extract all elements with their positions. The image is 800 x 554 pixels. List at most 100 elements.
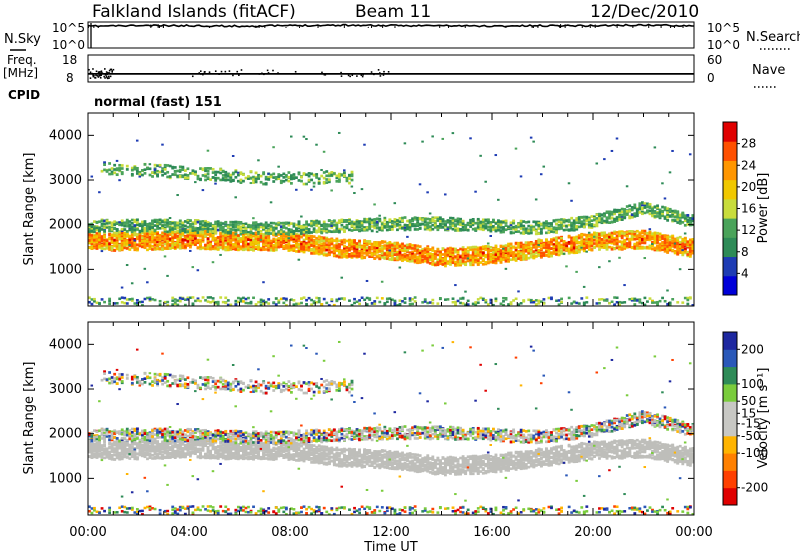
power-cell <box>411 224 415 228</box>
power-cell <box>575 218 579 222</box>
power-cell <box>322 229 326 233</box>
power-cell <box>335 225 339 229</box>
power-cell <box>206 223 210 226</box>
power-cell <box>138 238 142 242</box>
power-cell <box>168 222 172 226</box>
power-cell <box>125 168 129 171</box>
power-cell <box>209 247 213 251</box>
power-cell <box>575 237 579 241</box>
power-cell <box>570 221 574 225</box>
power-cell <box>264 182 268 186</box>
power-cell <box>320 174 324 178</box>
power-cell <box>537 222 541 225</box>
power-cell <box>113 249 117 252</box>
power-cell <box>183 245 187 248</box>
power-cell <box>186 225 190 229</box>
power-cell <box>181 246 185 250</box>
power-cell <box>360 224 364 228</box>
power-cell <box>153 298 157 302</box>
power-cell <box>262 239 266 243</box>
power-cell <box>166 221 170 225</box>
power-cell <box>110 227 114 231</box>
power-cell <box>312 238 316 242</box>
power-cell <box>421 301 425 304</box>
power-cell <box>449 257 452 260</box>
power-cell <box>95 238 99 241</box>
power-cell <box>234 228 238 232</box>
power-cell <box>105 239 109 243</box>
power-cell <box>204 221 207 225</box>
power-cell <box>274 177 278 181</box>
power-cell <box>209 228 213 231</box>
power-cell <box>560 218 563 221</box>
power-cell <box>204 227 207 230</box>
power-cell <box>484 248 488 251</box>
power-cell <box>312 300 316 303</box>
power-cell <box>252 233 255 237</box>
power-cell <box>221 174 225 177</box>
power-cell <box>383 218 387 222</box>
power-cell <box>287 249 291 252</box>
power-cell <box>191 296 195 299</box>
power-cell <box>370 218 374 222</box>
power-cell <box>163 226 167 230</box>
power-cell <box>360 244 364 248</box>
power-cell <box>335 176 339 180</box>
power-cell <box>499 302 503 306</box>
power-cell <box>335 227 339 231</box>
power-cell <box>539 244 543 247</box>
power-cell <box>163 218 167 222</box>
power-cell <box>290 244 293 248</box>
power-cell <box>181 244 185 248</box>
power-cell <box>499 220 503 224</box>
power-cell <box>529 136 533 139</box>
power-cell <box>196 219 200 222</box>
power-cell <box>98 231 101 235</box>
power-cell <box>239 181 243 184</box>
power-cell <box>360 188 364 191</box>
power-cell <box>146 242 149 246</box>
power-cell <box>93 300 96 303</box>
power-cell <box>507 248 510 251</box>
power-cell <box>161 167 165 170</box>
power-cell <box>454 223 457 227</box>
power-cell <box>474 250 478 254</box>
power-cell <box>497 257 500 261</box>
power-cell <box>504 224 508 228</box>
power-cell <box>239 297 243 301</box>
power-cell <box>330 250 334 254</box>
power-cell <box>456 262 460 265</box>
power-cell <box>441 263 445 266</box>
power-cell <box>502 252 505 256</box>
power-cell <box>135 237 139 241</box>
power-cell <box>103 229 106 233</box>
power-cell <box>297 302 301 305</box>
power-cell <box>214 182 217 185</box>
power-cell <box>565 242 569 245</box>
power-cell <box>221 169 225 173</box>
power-cell <box>252 232 255 235</box>
power-cell <box>320 168 323 171</box>
power-cell <box>375 223 379 227</box>
power-cell <box>504 219 508 223</box>
power-cell <box>221 229 225 233</box>
power-cell <box>282 301 286 305</box>
power-cell <box>509 249 513 253</box>
power-cell <box>512 225 516 229</box>
power-cell <box>343 249 346 253</box>
power-cell <box>481 251 485 255</box>
power-cell <box>335 179 339 183</box>
power-cell <box>499 226 503 229</box>
power-cell <box>431 246 435 250</box>
power-cell <box>148 243 152 247</box>
power-cell <box>476 226 480 229</box>
power-cell <box>176 237 180 241</box>
power-cell <box>105 169 109 173</box>
power-cell <box>269 248 273 252</box>
power-cell <box>123 231 127 235</box>
power-cell <box>252 248 255 251</box>
power-cell <box>529 250 533 254</box>
power-cell <box>186 167 190 171</box>
power-cell <box>375 245 379 248</box>
power-cell <box>466 246 470 250</box>
